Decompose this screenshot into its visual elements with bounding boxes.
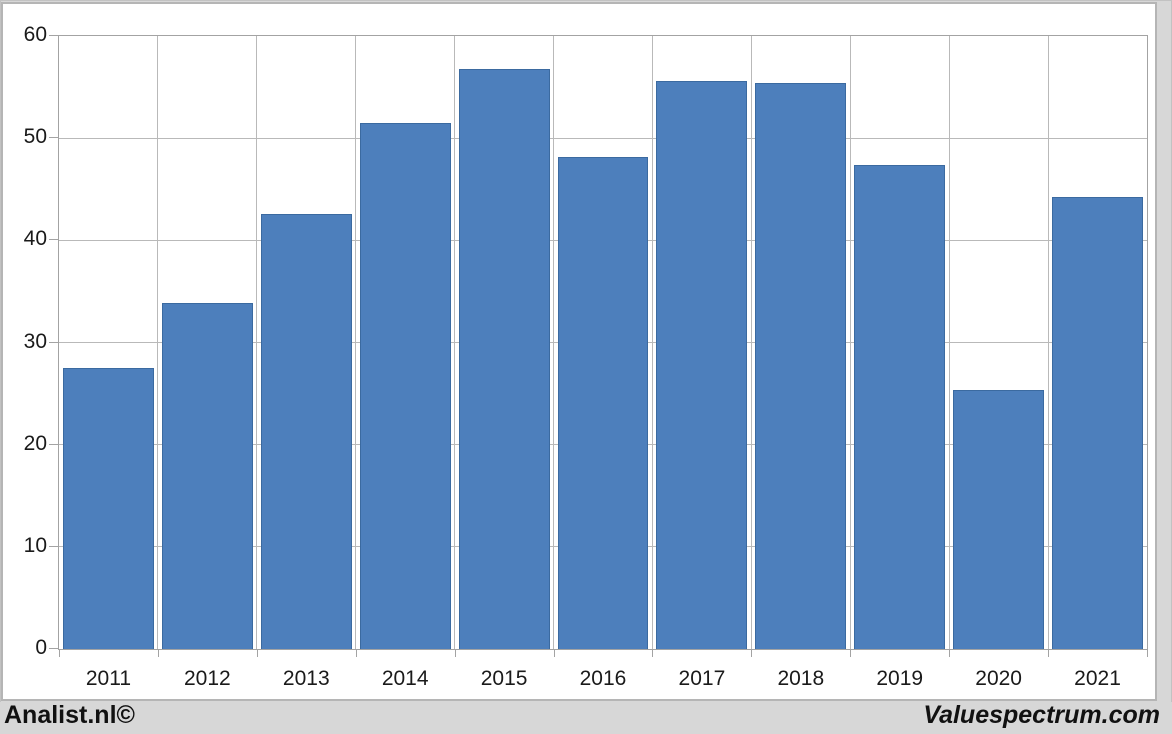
bar-2018 xyxy=(755,83,847,649)
v-gridline xyxy=(454,36,456,649)
v-gridline xyxy=(355,36,357,649)
bar-2020 xyxy=(953,389,1045,649)
y-axis-tick-60 xyxy=(49,35,58,36)
x-tick-label-2013: 2013 xyxy=(282,667,330,690)
bar-2011 xyxy=(63,368,154,649)
x-tick-label-2021: 2021 xyxy=(1074,667,1121,690)
y-axis-tick-20 xyxy=(49,443,58,445)
x-axis-tick xyxy=(1048,650,1050,657)
y-tick-label-30: 30 xyxy=(23,329,47,353)
v-gridline xyxy=(1047,36,1049,649)
source-analist-label: Analist.nl© xyxy=(4,701,135,729)
y-tick-label-60: 60 xyxy=(23,23,47,46)
x-axis-tick xyxy=(553,650,555,657)
x-axis-tick xyxy=(454,650,456,657)
x-axis-tick xyxy=(157,650,159,657)
y-tick-label-50: 50 xyxy=(23,125,47,149)
y-tick-label-40: 40 xyxy=(23,227,47,251)
x-tick-label-2017: 2017 xyxy=(678,667,726,690)
v-gridline xyxy=(849,36,851,649)
y-axis-tick-40 xyxy=(49,239,58,241)
x-axis-tick xyxy=(850,650,852,657)
x-tick-label-2012: 2012 xyxy=(184,667,231,690)
plot-area xyxy=(58,35,1148,650)
y-tick-label-0: 0 xyxy=(35,636,47,659)
x-tick-label-2014: 2014 xyxy=(381,667,429,690)
y-tick-label-20: 20 xyxy=(23,431,47,455)
bar-2016 xyxy=(557,156,649,649)
y-axis-tick-30 xyxy=(49,341,58,343)
footer-bar: Analist.nl© Valuespectrum.com xyxy=(0,701,1172,734)
chart-card: 0 10 20 30 40 50 60 2011 2012 2013 2014 2015 2016 201… xyxy=(1,2,1157,701)
v-gridline xyxy=(256,36,258,649)
source-valuespectrum-label: Valuespectrum.com xyxy=(923,701,1160,729)
x-axis-tick xyxy=(256,650,258,657)
x-tick-label-2019: 2019 xyxy=(876,667,924,690)
v-gridline xyxy=(553,36,555,649)
x-tick-label-2015: 2015 xyxy=(480,667,528,690)
bar-2021 xyxy=(1052,197,1143,649)
x-axis-tick xyxy=(949,650,951,657)
x-axis-tick xyxy=(1147,650,1148,657)
x-tick-label-2018: 2018 xyxy=(777,667,825,690)
x-axis-tick xyxy=(59,650,60,657)
v-gridline xyxy=(157,36,159,649)
bar-2014 xyxy=(359,122,451,649)
y-tick-label-10: 10 xyxy=(23,533,47,557)
y-axis-tick-50 xyxy=(49,137,58,139)
x-axis-tick xyxy=(355,650,357,657)
x-tick-label-2016: 2016 xyxy=(579,667,627,690)
v-gridline xyxy=(651,36,653,649)
y-axis-tick-0 xyxy=(49,648,58,649)
x-axis-tick xyxy=(751,650,753,657)
v-gridline xyxy=(948,36,950,649)
bar-2013 xyxy=(260,213,352,649)
bar-2015 xyxy=(458,68,550,649)
bar-2019 xyxy=(854,164,946,649)
x-axis-tick xyxy=(652,650,654,657)
x-tick-label-2011: 2011 xyxy=(85,667,132,690)
bar-2017 xyxy=(656,80,748,649)
y-axis-tick-10 xyxy=(49,545,58,547)
bar-2012 xyxy=(161,302,253,649)
v-gridline xyxy=(750,36,752,649)
h-gridline-50 xyxy=(59,137,1147,139)
x-tick-label-2020: 2020 xyxy=(975,667,1022,690)
